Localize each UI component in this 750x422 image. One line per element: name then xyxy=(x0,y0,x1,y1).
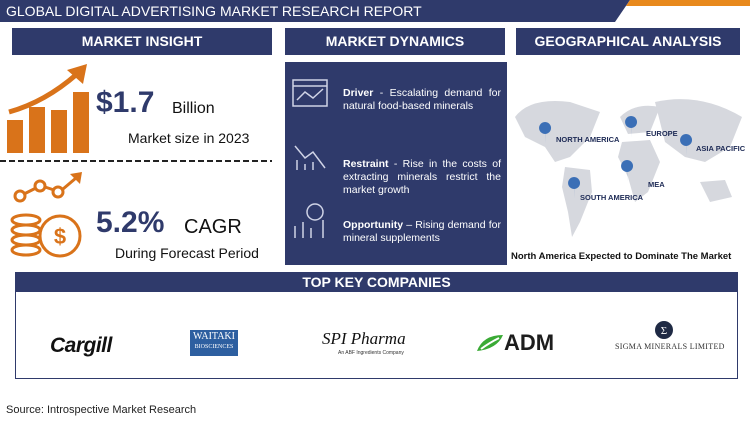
companies-heading: TOP KEY COMPANIES xyxy=(15,272,738,292)
logo-waitaki-name: WAITAKI xyxy=(193,331,235,342)
logo-cargill: Cargill xyxy=(50,334,112,357)
header-title: GLOBAL DIGITAL ADVERTISING MARKET RESEAR… xyxy=(6,3,422,19)
logo-waitaki: WAITAKI BIOSCIENCES xyxy=(190,330,238,356)
dynamics-item: Opportunity – Rising demand for mineral … xyxy=(343,219,501,245)
geography-heading: GEOGRAPHICAL ANALYSIS xyxy=(516,28,740,55)
market-size-caption: Market size in 2023 xyxy=(128,130,250,146)
cagr-caption: During Forecast Period xyxy=(115,245,259,261)
dynamics-text: - Escalating demand for natural food-bas… xyxy=(343,87,501,112)
source-note: Source: Introspective Market Research xyxy=(6,404,197,416)
logo-spi-sub: An ABF Ingredients Company xyxy=(338,350,404,356)
logo-sigma-mark: Σ xyxy=(655,321,673,339)
dynamics-label: Opportunity xyxy=(343,219,404,231)
growth-icon xyxy=(7,64,89,153)
dynamics-heading: MARKET DYNAMICS xyxy=(285,28,505,55)
dynamics-label: Driver xyxy=(343,87,374,99)
logo-adm: ADM xyxy=(504,330,555,355)
svg-text:Σ: Σ xyxy=(661,325,667,337)
logo-adm-leaf xyxy=(477,335,503,351)
dynamics-text: - Rise in the costs of extracting minera… xyxy=(343,158,501,196)
logo-sigma: SIGMA MINERALS LIMITED xyxy=(615,342,725,351)
market-size-unit: Billion xyxy=(172,100,215,117)
region-label: MEA xyxy=(648,180,665,189)
dynamics-panel: Driver - Escalating demand for natural f… xyxy=(285,62,507,265)
dynamics-item: Driver - Escalating demand for natural f… xyxy=(343,87,501,113)
logo-spi: SPI Pharma xyxy=(322,329,406,348)
cagr-icon: $ xyxy=(10,172,82,258)
header-accent xyxy=(590,0,750,22)
dynamics-item: Restraint - Rise in the costs of extract… xyxy=(343,158,501,197)
region-label: NORTH AMERICA xyxy=(556,135,620,144)
geography-caption: North America Expected to Dominate The M… xyxy=(511,251,732,262)
cagr-value: 5.2% xyxy=(96,206,165,239)
dynamics-icons xyxy=(292,79,328,238)
world-map xyxy=(515,99,742,237)
divider xyxy=(0,160,272,162)
region-label: EUROPE xyxy=(646,129,678,138)
dynamics-text: – Rising demand for mineral supplements xyxy=(343,219,502,244)
region-label: SOUTH AMERICA xyxy=(580,193,644,202)
insight-heading: MARKET INSIGHT xyxy=(12,28,272,55)
region-label: ASIA PACIFIC xyxy=(696,144,746,153)
logo-waitaki-sub: BIOSCIENCES xyxy=(194,344,234,350)
market-size: $1.7 xyxy=(96,86,155,119)
dynamics-label: Restraint xyxy=(343,158,389,170)
cagr-label: CAGR xyxy=(184,216,242,238)
svg-text:$: $ xyxy=(54,224,66,249)
header-bar: GLOBAL DIGITAL ADVERTISING MARKET RESEAR… xyxy=(0,0,605,22)
